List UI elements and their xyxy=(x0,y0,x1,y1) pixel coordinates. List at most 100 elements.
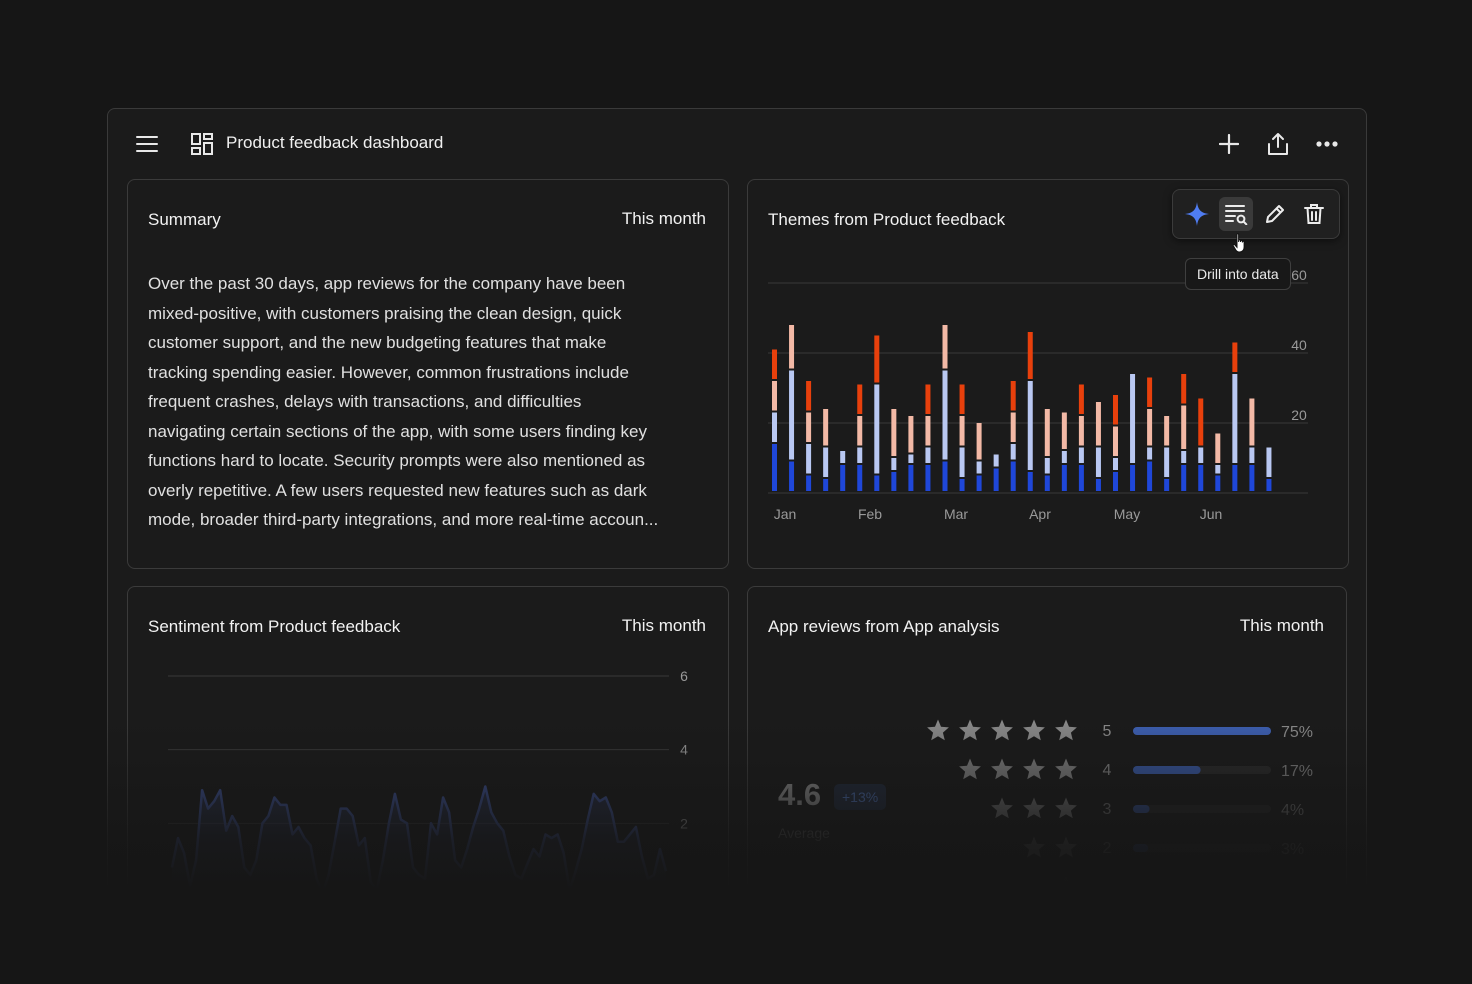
dashboard-window: Product feedback dashboard Summary This … xyxy=(107,108,1367,929)
star-icon xyxy=(1023,836,1045,858)
rating-percent: 17% xyxy=(1281,763,1313,780)
themes-title: Themes from Product feedback xyxy=(768,210,1006,229)
bar-segment xyxy=(1249,398,1255,446)
sparkle-icon[interactable] xyxy=(1180,197,1214,231)
more-icon[interactable] xyxy=(1314,132,1340,156)
share-icon[interactable] xyxy=(1266,131,1290,157)
bar-segment xyxy=(1249,447,1255,463)
bar-segment xyxy=(1044,458,1050,474)
star-icon xyxy=(991,719,1013,741)
y-tick-label: 20 xyxy=(1291,407,1307,423)
star-icon xyxy=(959,719,981,741)
bar-segment xyxy=(1147,461,1153,491)
dashboard-icon xyxy=(190,132,214,156)
rating-percent: 1% xyxy=(1281,880,1304,897)
bar-segment xyxy=(772,381,777,411)
bar-segment xyxy=(874,384,880,474)
bar-segment xyxy=(1095,479,1101,491)
rating-level-label: 4 xyxy=(1103,762,1112,779)
x-tick-label: Apr xyxy=(1029,506,1051,522)
sentiment-card: Sentiment from Product feedback This mon… xyxy=(127,586,729,929)
bar-segment xyxy=(1232,465,1238,491)
bar-segment xyxy=(942,461,948,491)
star-icon xyxy=(959,758,981,780)
bar-segment xyxy=(993,468,999,491)
bar-segment xyxy=(1078,447,1084,463)
bar-segment xyxy=(908,454,914,463)
rating-percent: 3% xyxy=(1281,841,1304,858)
trash-icon[interactable] xyxy=(1297,197,1331,231)
rating-row: 1 1% xyxy=(1055,875,1304,897)
plus-icon[interactable] xyxy=(1217,132,1241,156)
bar-segment xyxy=(925,416,931,446)
menu-icon[interactable] xyxy=(135,132,159,156)
summary-title: Summary xyxy=(148,210,221,229)
rating-level-label: 1 xyxy=(1103,879,1112,896)
bar-segment xyxy=(1147,447,1153,460)
bar-segment xyxy=(1113,472,1118,491)
y-tick-label: 6 xyxy=(680,668,688,684)
bar-segment xyxy=(1078,384,1084,414)
themes-card[interactable]: Themes from Product feedback 20 40 60 Jan Fe… xyxy=(747,179,1349,569)
bar-segment xyxy=(891,458,897,470)
bar-segment xyxy=(1232,342,1238,372)
summary-line: overly repetitive. A few users requested… xyxy=(148,480,647,500)
sentiment-period[interactable]: This month xyxy=(621,616,706,635)
y-tick-label: 40 xyxy=(1291,337,1307,353)
bar-segment xyxy=(823,447,829,477)
bar-segment xyxy=(959,384,965,414)
sentiment-area xyxy=(172,786,666,929)
rating-bar-track xyxy=(1133,883,1271,891)
bar-segment xyxy=(1010,444,1016,460)
star-icon xyxy=(1055,719,1077,741)
bar-segment xyxy=(1027,472,1033,491)
bar-segment xyxy=(891,409,897,456)
y-tick-label: 2 xyxy=(680,815,688,831)
bar-segment xyxy=(806,475,812,491)
rating-bar-fill xyxy=(1133,883,1139,891)
themes-bar-chart: 20 40 60 Jan Feb Mar Apr May Jun xyxy=(768,267,1308,522)
bar-segment xyxy=(1198,398,1204,446)
edit-icon[interactable] xyxy=(1258,197,1292,231)
bar-segment xyxy=(772,444,777,491)
bar-segment xyxy=(891,472,897,491)
bar-segment xyxy=(1010,461,1016,491)
bar-segment xyxy=(1181,451,1187,463)
summary-line: navigating certain sections of the app, … xyxy=(148,421,647,441)
rating-bar-fill xyxy=(1133,844,1149,852)
drill-tooltip: Drill into data xyxy=(1185,258,1291,290)
bar-segment xyxy=(1113,426,1118,456)
bar-segment xyxy=(925,384,931,414)
bar-segment xyxy=(772,349,777,379)
rating-row: 3 4% xyxy=(991,797,1304,819)
summary-line: tracking spending easier. However, commo… xyxy=(148,362,629,382)
bar-segment xyxy=(1113,395,1118,425)
bar-segment xyxy=(806,381,812,411)
bar-segment xyxy=(976,423,982,460)
star-icon xyxy=(1023,797,1045,819)
bar-segment xyxy=(1198,465,1204,491)
x-tick-label: Mar xyxy=(944,506,968,522)
star-icon xyxy=(1023,719,1045,741)
bar-segment xyxy=(1061,412,1067,449)
drill-data-icon[interactable] xyxy=(1219,197,1253,231)
rating-distribution: 5 75% 4 17% 3 4% 2 3% 1 1% xyxy=(927,719,1313,897)
bar-segment xyxy=(1164,479,1170,491)
bar-segment xyxy=(874,475,880,491)
bar-segment xyxy=(942,370,948,460)
bar-segment xyxy=(1130,465,1136,491)
bar-segment xyxy=(789,461,795,491)
app-reviews-period[interactable]: This month xyxy=(1239,616,1324,635)
bar-segment xyxy=(976,475,982,491)
bar-segment xyxy=(1095,402,1101,446)
rating-level-label: 3 xyxy=(1103,801,1112,818)
bar-segment xyxy=(806,412,812,442)
bar-segment xyxy=(959,479,965,491)
star-icon xyxy=(1055,875,1077,897)
summary-line: Over the past 30 days, app reviews for t… xyxy=(148,274,626,293)
x-tick-label: Jun xyxy=(1200,506,1223,522)
bar-segment xyxy=(840,451,846,463)
summary-period[interactable]: This month xyxy=(621,209,706,228)
top-bar: Product feedback dashboard xyxy=(108,109,1366,179)
star-icon xyxy=(1055,758,1077,780)
